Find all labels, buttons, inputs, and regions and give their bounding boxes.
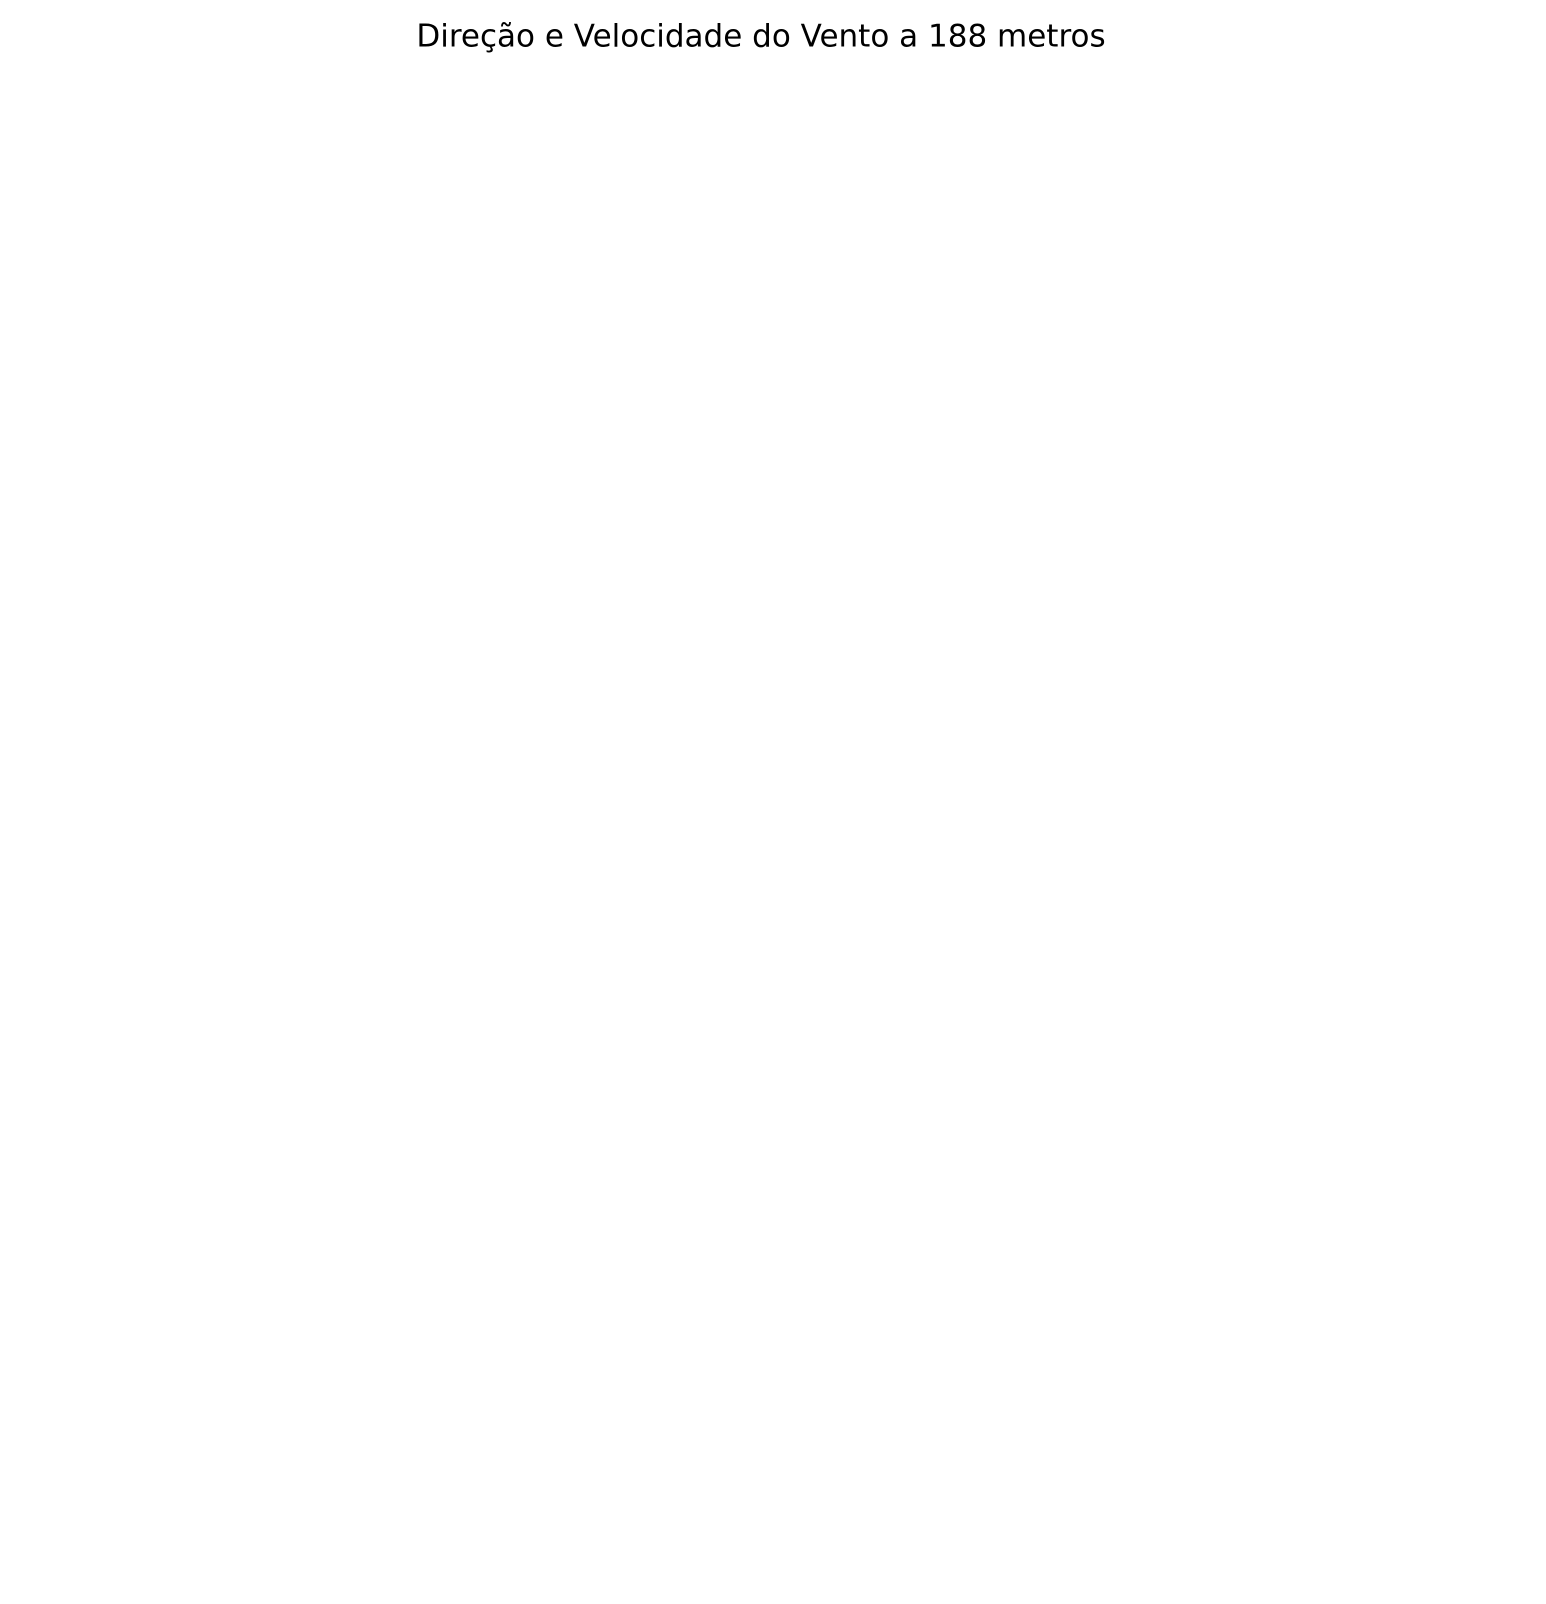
chart-title: Direção e Velocidade do Vento a 188 metr… xyxy=(416,19,1105,55)
